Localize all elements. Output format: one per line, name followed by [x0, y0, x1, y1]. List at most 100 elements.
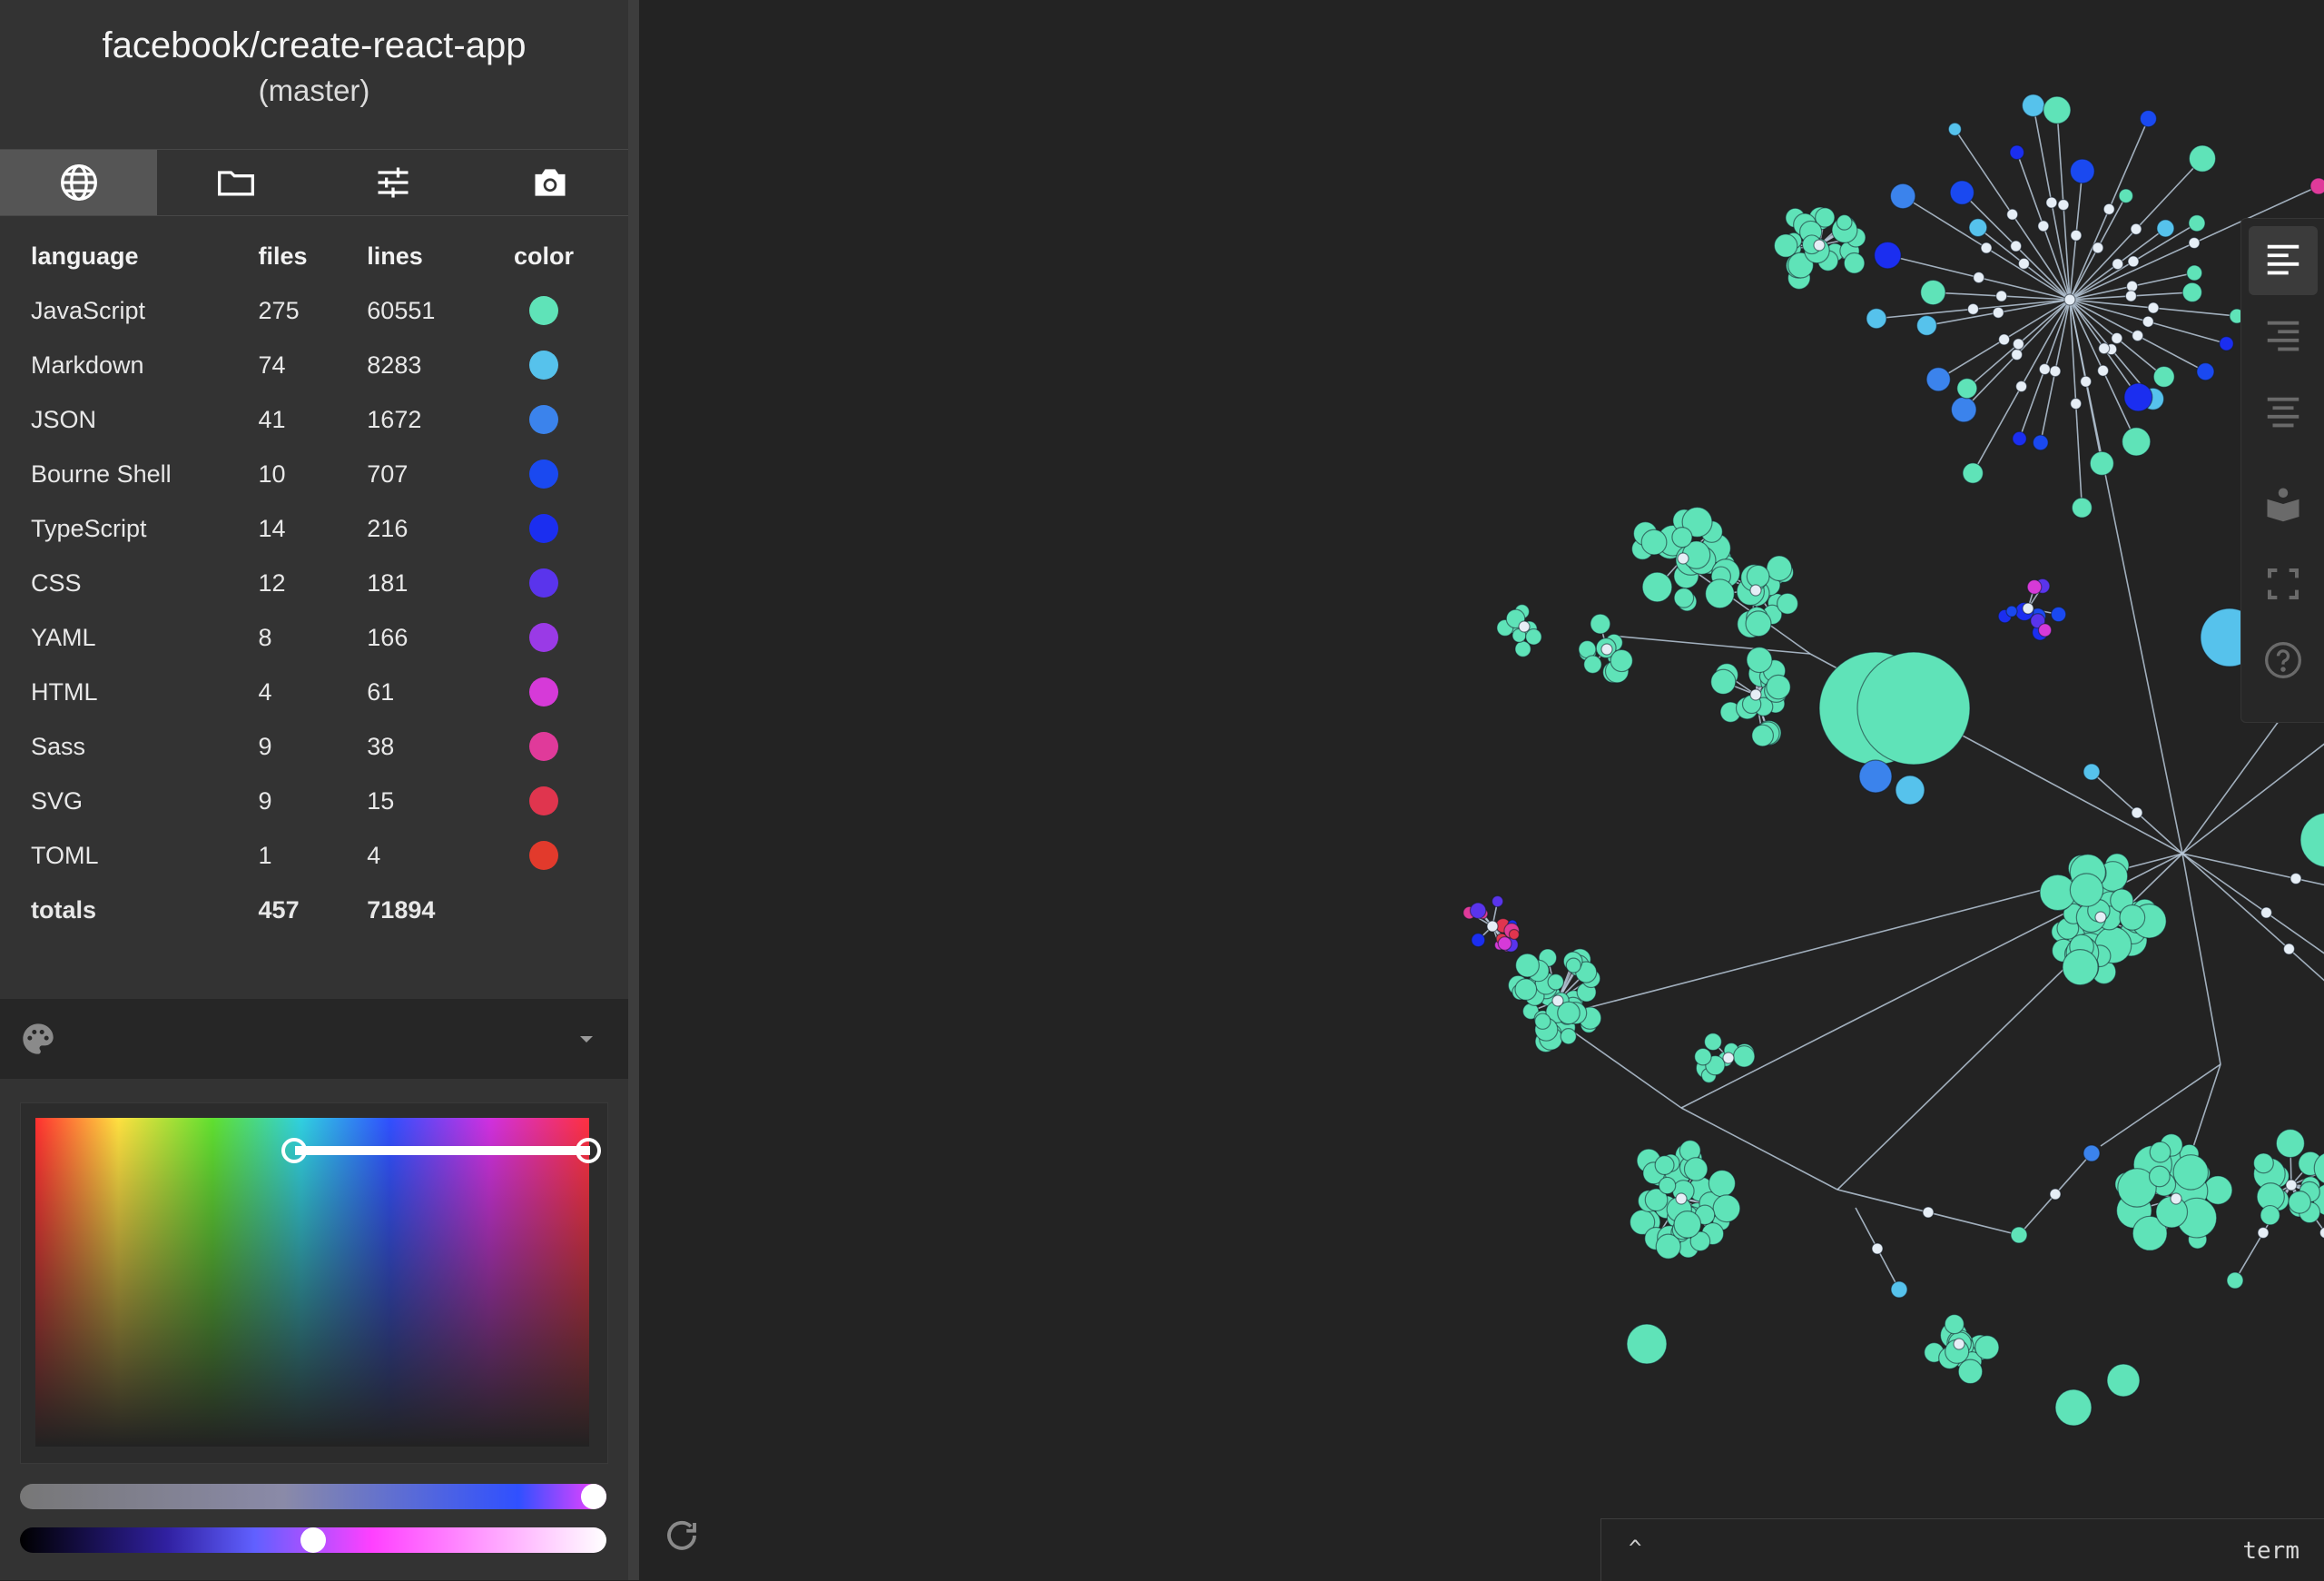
caret-down-icon[interactable] [576, 1028, 597, 1050]
file-node[interactable] [2051, 607, 2065, 621]
language-color-swatch[interactable] [529, 786, 558, 815]
header-language[interactable]: language [0, 229, 259, 283]
folder-node[interactable] [2103, 203, 2114, 214]
folder-node[interactable] [2286, 1180, 2297, 1191]
file-node[interactable] [1561, 1029, 1576, 1044]
tab-files[interactable] [157, 150, 314, 215]
file-node[interactable] [2300, 813, 2324, 867]
file-node[interactable] [1672, 528, 1692, 548]
file-node[interactable] [1713, 1195, 1740, 1222]
file-node[interactable] [2072, 498, 2092, 518]
file-node[interactable] [2033, 435, 2048, 450]
folder-node[interactable] [1974, 272, 1984, 283]
folder-node[interactable] [2098, 365, 2109, 376]
language-color-swatch[interactable] [529, 568, 558, 598]
folder-node[interactable] [1750, 585, 1761, 596]
hue-range-end-handle[interactable] [576, 1138, 601, 1163]
file-node[interactable] [1975, 1336, 1999, 1359]
folder-node[interactable] [2099, 343, 2110, 354]
file-node[interactable] [1866, 309, 1886, 329]
folder-node[interactable] [2039, 364, 2050, 375]
file-node[interactable] [2107, 1364, 2140, 1397]
refresh-icon[interactable] [663, 1517, 701, 1555]
file-node[interactable] [1746, 611, 1771, 637]
folder-node[interactable] [2007, 209, 2018, 220]
file-node[interactable] [1747, 565, 1769, 588]
file-node[interactable] [1926, 368, 1950, 391]
header-color[interactable]: color [514, 229, 628, 283]
fullscreen-button[interactable] [2249, 549, 2318, 618]
file-node[interactable] [2289, 1191, 2310, 1213]
file-node[interactable] [1498, 937, 1512, 951]
file-node[interactable] [1509, 930, 1519, 940]
language-color-swatch[interactable] [529, 841, 558, 870]
help-button[interactable] [2249, 626, 2318, 695]
file-node[interactable] [2124, 383, 2152, 411]
folder-node[interactable] [1814, 240, 1825, 251]
folder-node[interactable] [2050, 1189, 2061, 1200]
file-node[interactable] [2038, 624, 2051, 637]
hue-range-start-handle[interactable] [281, 1138, 307, 1163]
folder-node[interactable] [2081, 376, 2092, 387]
legend-button[interactable] [2249, 469, 2318, 539]
file-node[interactable] [2083, 764, 2100, 780]
file-node[interactable] [2083, 1145, 2100, 1161]
file-node[interactable] [1684, 1158, 1707, 1181]
folder-node[interactable] [2046, 197, 2057, 208]
file-node[interactable] [1590, 614, 1610, 634]
file-node[interactable] [2197, 363, 2214, 380]
file-node[interactable] [1774, 234, 1797, 257]
file-node[interactable] [2070, 159, 2094, 183]
folder-node[interactable] [2258, 1228, 2269, 1239]
file-node[interactable] [2140, 111, 2156, 127]
folder-node[interactable] [2038, 221, 2049, 232]
language-color-swatch[interactable] [529, 296, 558, 325]
file-node[interactable] [1472, 934, 1485, 947]
terminal-bar[interactable]: ^ term [1600, 1518, 2324, 1581]
folder-node[interactable] [2189, 238, 2200, 249]
folder-node[interactable] [2071, 230, 2082, 241]
folder-node[interactable] [2013, 339, 2024, 350]
header-lines[interactable]: lines [367, 229, 514, 283]
folder-node[interactable] [2093, 242, 2103, 253]
folder-node[interactable] [2050, 366, 2061, 377]
folder-node[interactable] [2112, 332, 2122, 343]
file-node[interactable] [2006, 606, 2017, 617]
terminal-expand-caret[interactable]: ^ [1629, 1536, 1641, 1561]
align-center-button[interactable] [2249, 379, 2318, 448]
folder-node[interactable] [2261, 907, 2272, 918]
file-node[interactable] [1711, 669, 1736, 694]
folder-node[interactable] [1723, 1052, 1734, 1063]
folder-node[interactable] [1519, 621, 1530, 632]
file-node[interactable] [1891, 1281, 1907, 1298]
file-node[interactable] [1767, 675, 1790, 698]
file-node[interactable] [1584, 656, 1602, 674]
file-node[interactable] [1659, 1177, 1675, 1193]
file-node[interactable] [2063, 950, 2098, 985]
file-node[interactable] [1674, 1211, 1701, 1239]
file-node[interactable] [1969, 219, 1987, 237]
tab-screenshot[interactable] [471, 150, 628, 215]
file-node[interactable] [1857, 652, 1970, 765]
folder-node[interactable] [2023, 603, 2034, 614]
file-node[interactable] [2070, 874, 2102, 906]
file-node[interactable] [1837, 215, 1852, 231]
file-node[interactable] [1734, 1046, 1755, 1067]
file-node[interactable] [2310, 178, 2324, 194]
folder-node[interactable] [2171, 1193, 2181, 1204]
language-color-swatch[interactable] [529, 623, 558, 652]
file-node[interactable] [1642, 572, 1672, 602]
file-node[interactable] [2027, 580, 2042, 595]
folder-node[interactable] [1678, 553, 1689, 564]
file-node[interactable] [1627, 1324, 1667, 1364]
folder-node[interactable] [1601, 644, 1612, 655]
folder-node[interactable] [2064, 294, 2075, 305]
folder-node[interactable] [1981, 242, 1992, 253]
file-node[interactable] [1566, 958, 1581, 973]
file-node[interactable] [1515, 979, 1537, 1001]
align-right-button[interactable] [2249, 302, 2318, 371]
file-node[interactable] [1958, 1359, 1982, 1383]
tab-languages[interactable] [0, 150, 157, 215]
sidebar-divider[interactable] [628, 0, 639, 1580]
file-node[interactable] [2090, 451, 2113, 475]
